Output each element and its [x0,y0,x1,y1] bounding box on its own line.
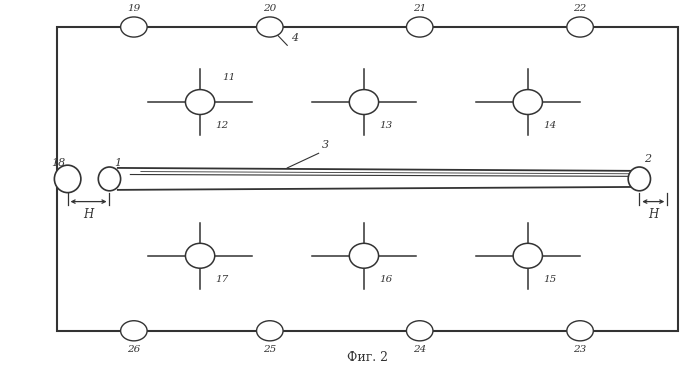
Bar [57,27,678,331]
Text: 26: 26 [127,345,141,354]
Text: 19: 19 [127,4,141,13]
Text: 22: 22 [573,4,587,13]
Ellipse shape [257,17,283,37]
Ellipse shape [349,90,379,114]
Text: 24: 24 [413,345,426,354]
Ellipse shape [120,17,147,37]
Ellipse shape [186,243,215,268]
Text: 17: 17 [216,275,229,284]
Text: 21: 21 [413,4,426,13]
Ellipse shape [407,321,433,341]
Text: 20: 20 [263,4,276,13]
Ellipse shape [120,321,147,341]
Text: 11: 11 [223,73,236,82]
Ellipse shape [98,167,120,191]
Text: 13: 13 [379,121,393,130]
Text: 16: 16 [379,275,393,284]
Text: 15: 15 [543,275,556,284]
Ellipse shape [55,165,81,193]
Text: 14: 14 [543,121,556,130]
Text: 12: 12 [216,121,229,130]
Text: H: H [648,208,659,221]
Ellipse shape [349,243,379,268]
Ellipse shape [567,17,594,37]
Ellipse shape [628,167,650,191]
Text: 4: 4 [290,34,298,44]
Ellipse shape [186,90,215,114]
Text: 2: 2 [644,154,652,164]
Text: 3: 3 [322,139,329,149]
Text: 23: 23 [573,345,587,354]
Ellipse shape [407,17,433,37]
Ellipse shape [513,243,542,268]
Text: 1: 1 [114,158,122,168]
Ellipse shape [567,321,594,341]
Text: 25: 25 [263,345,276,354]
Text: H: H [83,208,94,221]
Ellipse shape [513,90,542,114]
Text: Фиг. 2: Фиг. 2 [347,351,388,364]
Ellipse shape [257,321,283,341]
Text: 18: 18 [51,158,66,168]
